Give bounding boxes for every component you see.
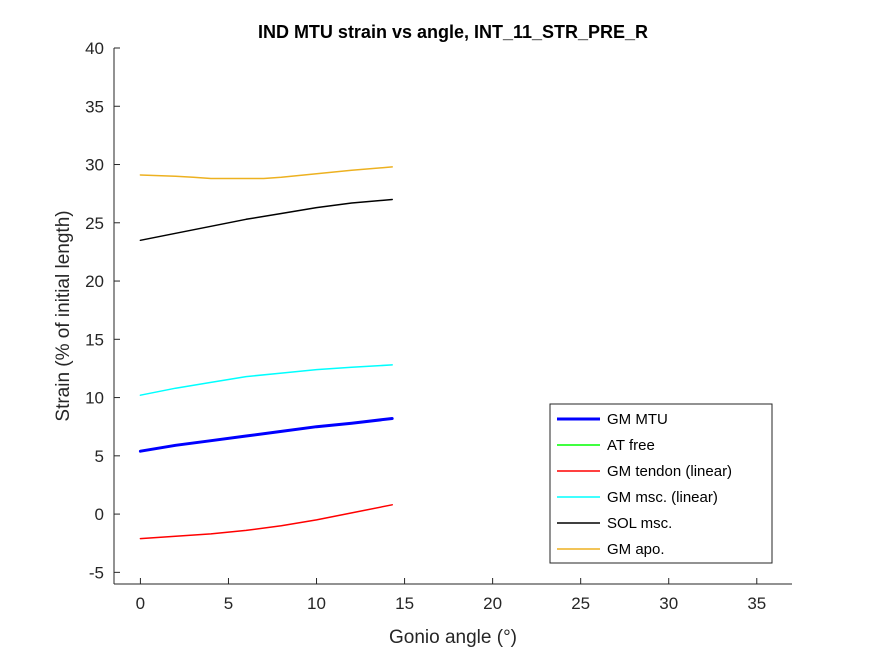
legend: GM MTU AT free GM tendon (linear) GM msc. (… bbox=[549, 403, 773, 564]
legend-entries: GM MTU AT free GM tendon (linear) GM msc. (… bbox=[557, 411, 732, 558]
legend-box bbox=[549, 403, 773, 564]
x-tick-label: 25 bbox=[571, 594, 590, 613]
legend-label-sol-msc: SOL msc. bbox=[607, 515, 672, 532]
y-axis-label: Strain (% of initial length) bbox=[53, 210, 74, 421]
x-tick-label: 10 bbox=[307, 594, 326, 613]
x-tick-label: 5 bbox=[224, 594, 233, 613]
legend-label-gm-mtu: GM MTU bbox=[607, 411, 668, 428]
x-tick-label: 15 bbox=[395, 594, 414, 613]
y-ticks: -5 0 5 10 15 20 25 30 35 40 bbox=[85, 39, 120, 582]
series-line-gm-msc-linear bbox=[139, 364, 393, 396]
series-line-sol-msc bbox=[139, 198, 393, 242]
y-tick-label: 20 bbox=[85, 272, 104, 291]
legend-label-gm-msc-linear: GM msc. (linear) bbox=[607, 489, 718, 506]
x-tick-label: 35 bbox=[747, 594, 766, 613]
series-line-gm-mtu bbox=[138, 417, 394, 453]
legend-label-gm-tendon-linear: GM tendon (linear) bbox=[607, 463, 732, 480]
y-tick-label: 10 bbox=[85, 389, 104, 408]
x-tick-label: 20 bbox=[483, 594, 502, 613]
series-line-gm-tendon-linear bbox=[139, 504, 393, 540]
y-tick-label: 25 bbox=[85, 214, 104, 233]
y-tick-label: -5 bbox=[89, 563, 104, 582]
y-tick-label: 5 bbox=[95, 447, 104, 466]
chart-title: IND MTU strain vs angle, INT_11_STR_PRE_… bbox=[258, 22, 648, 42]
legend-label-gm-apo: GM apo. bbox=[607, 541, 665, 558]
series-layer bbox=[138, 166, 394, 540]
legend-label-at-free: AT free bbox=[607, 437, 655, 454]
x-axis-label: Gonio angle (°) bbox=[389, 627, 517, 648]
x-tick-label: 0 bbox=[136, 594, 145, 613]
y-tick-label: 40 bbox=[85, 39, 104, 58]
y-tick-label: 0 bbox=[95, 505, 104, 524]
y-tick-label: 15 bbox=[85, 330, 104, 349]
y-tick-label: 35 bbox=[85, 97, 104, 116]
series-line-gm-apo bbox=[139, 166, 393, 180]
x-ticks: 0 5 10 15 20 25 30 35 bbox=[136, 578, 766, 613]
x-tick-label: 30 bbox=[659, 594, 678, 613]
y-tick-label: 30 bbox=[85, 156, 104, 175]
